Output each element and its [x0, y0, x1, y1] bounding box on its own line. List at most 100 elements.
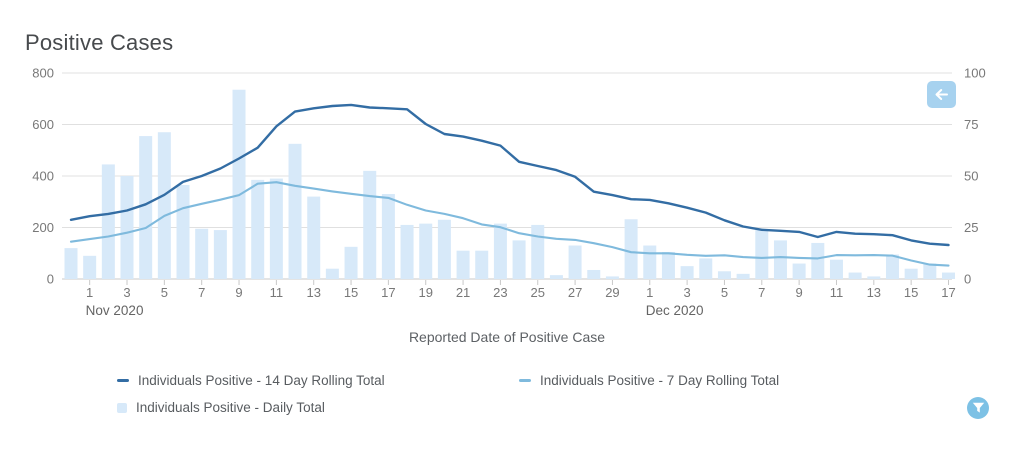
- daily-total-bar: [531, 224, 545, 279]
- daily-total-bar: [269, 178, 283, 279]
- daily-total-bar: [437, 219, 451, 279]
- daily-total-bar: [941, 272, 955, 279]
- x-axis-tick-label: 29: [605, 285, 619, 300]
- x-axis-tick-label: 5: [161, 285, 168, 300]
- left-arrow-icon: [935, 89, 948, 100]
- daily-total-bar: [307, 196, 321, 279]
- daily-total-bar: [867, 276, 881, 279]
- daily-total-bar: [661, 251, 675, 279]
- daily-total-bar: [848, 272, 862, 279]
- daily-total-bar: [792, 263, 806, 279]
- month-label: Dec 2020: [646, 303, 704, 318]
- right-axis-tick-label: 50: [964, 169, 978, 184]
- daily-total-bar: [885, 254, 899, 279]
- left-axis-tick-label: 600: [32, 117, 54, 132]
- right-axis-tick-label: 25: [964, 220, 978, 235]
- right-axis-tick-label: 0: [964, 272, 971, 287]
- daily-total-bar: [64, 248, 78, 279]
- daily-total-bar: [232, 89, 246, 279]
- legend-item-7-day-rolling-total[interactable]: Individuals Positive - 7 Day Rolling Tot…: [519, 372, 779, 389]
- x-axis-tick-label: 7: [198, 285, 205, 300]
- left-axis-tick-label: 0: [47, 272, 54, 287]
- x-axis-tick-label: 21: [456, 285, 470, 300]
- daily-total-bar: [120, 176, 134, 279]
- daily-total-bar: [195, 228, 209, 279]
- legend-item-daily-total[interactable]: Individuals Positive - Daily Total: [117, 399, 519, 416]
- daily-total-bar: [400, 224, 414, 279]
- x-axis-tick-label: 11: [270, 285, 284, 300]
- line-14-day-rolling-total: [69, 103, 950, 247]
- daily-total-bar: [829, 259, 843, 279]
- line-swatch-icon: [117, 379, 129, 382]
- x-axis-tick-label: 25: [531, 285, 545, 300]
- daily-total-bar: [811, 242, 825, 279]
- daily-total-bar: [736, 273, 750, 279]
- daily-total-bar: [139, 136, 153, 279]
- chart-legend: Individuals Positive - 14 Day Rolling To…: [117, 372, 779, 416]
- daily-total-bar: [923, 263, 937, 279]
- bar-swatch-icon: [117, 402, 127, 413]
- chart-title: Positive Cases: [25, 30, 174, 55]
- x-axis-tick-label: 1: [86, 285, 93, 300]
- daily-total-bar: [717, 271, 731, 279]
- daily-total-bar: [699, 258, 713, 279]
- x-axis-tick-label: 15: [344, 285, 358, 300]
- daily-total-bar: [493, 223, 507, 279]
- legend-label: Individuals Positive - 7 Day Rolling Tot…: [540, 373, 780, 388]
- daily-total-bar: [643, 245, 657, 279]
- daily-total-bar: [456, 250, 470, 279]
- daily-total-bar: [475, 250, 489, 279]
- line-7-day-rolling-total: [69, 181, 950, 267]
- filter-button[interactable]: [967, 397, 989, 419]
- daily-total-bar: [419, 223, 433, 279]
- right-axis-tick-label: 100: [964, 66, 986, 81]
- daily-total-bar: [325, 268, 339, 279]
- legend-item-14-day-rolling-total[interactable]: Individuals Positive - 14 Day Rolling To…: [117, 372, 519, 389]
- x-axis-tick-label: 17: [941, 285, 955, 300]
- left-axis-tick-label: 200: [32, 220, 54, 235]
- x-axis-tick-label: 9: [235, 285, 242, 300]
- x-axis-tick-label: 7: [758, 285, 765, 300]
- left-axis-tick-label: 800: [32, 66, 54, 81]
- daily-total-bar: [755, 230, 769, 279]
- x-axis-tick-label: 3: [123, 285, 130, 300]
- x-axis-title: Reported Date of Positive Case: [408, 329, 606, 345]
- daily-total-bar: [568, 245, 582, 279]
- legend-label: Individuals Positive - Daily Total: [136, 400, 325, 415]
- x-axis-tick-label: 19: [418, 285, 432, 300]
- daily-total-bar: [83, 255, 97, 279]
- x-axis-tick-label: 15: [904, 285, 918, 300]
- right-axis-tick-label: 75: [964, 117, 978, 132]
- daily-total-bar: [288, 143, 302, 279]
- daily-total-bar: [363, 170, 377, 279]
- daily-total-bar: [605, 276, 619, 279]
- legend-label: Individuals Positive - 14 Day Rolling To…: [138, 373, 385, 388]
- x-axis-tick-label: 17: [381, 285, 395, 300]
- month-label: Nov 2020: [86, 303, 144, 318]
- daily-total-bar: [101, 164, 115, 279]
- x-axis-tick-label: 9: [796, 285, 803, 300]
- x-axis-tick-label: 5: [721, 285, 728, 300]
- daily-total-bar: [381, 194, 395, 279]
- daily-total-bar: [344, 246, 358, 279]
- daily-total-bar: [773, 240, 787, 279]
- x-axis-tick-label: 3: [683, 285, 690, 300]
- x-axis-tick-label: 13: [306, 285, 320, 300]
- collapse-panel-button[interactable]: [927, 81, 956, 108]
- daily-total-bar: [904, 268, 918, 279]
- x-axis-tick-label: 27: [568, 285, 582, 300]
- funnel-icon: [972, 402, 984, 413]
- daily-total-bar: [680, 266, 694, 279]
- x-axis-tick-label: 23: [493, 285, 507, 300]
- daily-total-bar: [549, 275, 563, 279]
- daily-total-bar: [251, 179, 265, 279]
- left-axis-tick-label: 400: [32, 169, 54, 184]
- x-axis-tick-label: 11: [830, 285, 844, 300]
- daily-total-bar: [213, 230, 227, 279]
- daily-total-bar: [512, 240, 526, 279]
- daily-total-bar: [157, 132, 171, 279]
- daily-total-bar: [176, 185, 190, 279]
- daily-total-bar: [624, 219, 638, 279]
